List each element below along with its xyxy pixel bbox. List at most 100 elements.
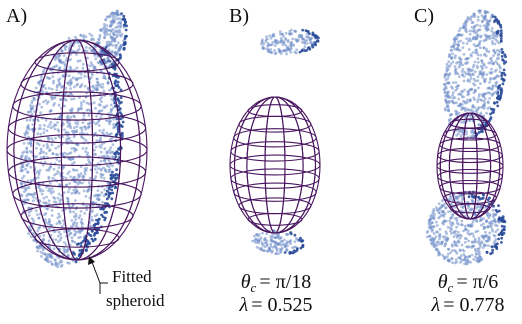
point — [87, 87, 90, 90]
point — [73, 180, 76, 183]
point — [48, 199, 51, 202]
point — [45, 196, 48, 199]
point — [98, 39, 101, 42]
point — [69, 66, 72, 69]
point — [108, 165, 111, 168]
point — [118, 34, 121, 37]
point — [473, 37, 476, 40]
point — [449, 114, 452, 117]
point — [503, 228, 506, 231]
point — [73, 126, 76, 129]
point — [479, 259, 482, 262]
point — [32, 239, 35, 242]
point — [85, 208, 88, 211]
point — [20, 182, 23, 185]
point — [64, 48, 67, 51]
point — [447, 60, 450, 63]
point — [119, 111, 122, 114]
point — [82, 177, 85, 180]
point — [294, 240, 297, 243]
point — [114, 186, 117, 189]
point — [69, 175, 72, 178]
point — [49, 254, 52, 257]
point — [88, 181, 91, 184]
point — [104, 18, 107, 21]
point — [496, 35, 499, 38]
parallel — [239, 116, 311, 132]
point — [285, 53, 288, 56]
point — [257, 240, 260, 243]
point — [488, 35, 491, 38]
point — [103, 90, 106, 93]
point — [86, 154, 89, 157]
point — [448, 82, 451, 85]
point — [35, 209, 38, 212]
point — [59, 59, 62, 62]
point — [432, 210, 435, 213]
point — [496, 62, 499, 65]
point — [74, 130, 77, 133]
parallel — [438, 170, 503, 184]
point — [500, 74, 503, 77]
point — [477, 123, 480, 126]
point — [454, 36, 457, 39]
point — [80, 101, 83, 104]
point — [458, 75, 461, 78]
point — [48, 87, 51, 90]
point — [74, 218, 77, 221]
point — [87, 126, 90, 129]
point — [455, 196, 458, 199]
point — [124, 37, 127, 40]
point — [57, 145, 60, 148]
point — [456, 110, 459, 113]
point — [66, 116, 69, 119]
point — [472, 245, 475, 248]
point — [56, 121, 59, 124]
point — [119, 55, 122, 58]
point-cloud — [96, 10, 128, 70]
point — [488, 237, 491, 240]
point — [91, 34, 94, 37]
point — [455, 258, 458, 261]
point — [493, 242, 496, 245]
value: = 0.778 — [443, 294, 504, 316]
point — [58, 166, 61, 169]
lambda-label: λ= 0.778 — [431, 294, 505, 316]
annotation-text: spheroid — [106, 291, 165, 310]
point — [33, 193, 36, 196]
point — [84, 126, 87, 129]
point — [499, 96, 502, 99]
point — [78, 45, 81, 48]
point — [263, 47, 266, 50]
point — [40, 76, 43, 79]
point — [111, 20, 114, 23]
point — [110, 189, 113, 192]
point — [51, 214, 54, 217]
point — [478, 73, 481, 76]
point — [470, 77, 473, 80]
point — [108, 41, 111, 44]
point — [83, 190, 86, 193]
point — [492, 85, 495, 88]
point — [111, 164, 114, 167]
point — [460, 206, 463, 209]
point — [467, 78, 470, 81]
point — [280, 39, 283, 42]
point — [501, 233, 504, 236]
point — [484, 80, 487, 83]
point — [467, 206, 470, 209]
point — [477, 250, 480, 253]
point — [289, 43, 292, 46]
point — [458, 66, 461, 69]
point — [39, 169, 42, 172]
point — [89, 177, 92, 180]
point — [480, 60, 483, 63]
point — [471, 30, 474, 33]
point — [74, 192, 77, 195]
point — [98, 124, 101, 127]
point — [90, 219, 93, 222]
point — [484, 16, 487, 19]
point — [483, 107, 486, 110]
point — [58, 172, 61, 175]
lambda-label: λ= 0.525 — [239, 294, 313, 316]
